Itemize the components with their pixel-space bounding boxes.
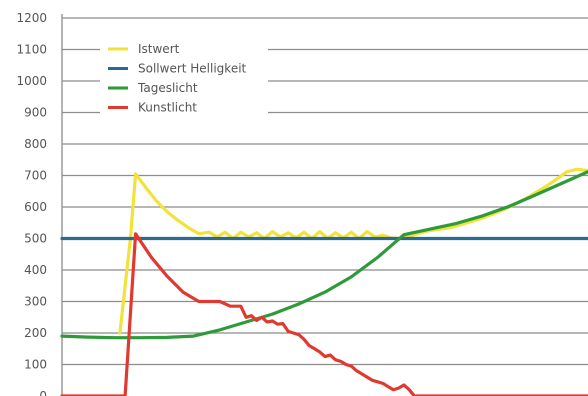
y-tick-label: 600 bbox=[24, 200, 47, 214]
y-tick-label: 500 bbox=[24, 232, 47, 246]
y-tick-label: 1200 bbox=[16, 11, 47, 25]
y-tick-label: 100 bbox=[24, 358, 47, 372]
legend-label: Kunstlicht bbox=[138, 101, 197, 115]
y-tick-label: 1100 bbox=[16, 43, 47, 57]
legend: Istwert Sollwert Helligkeit Tageslicht Kuns… bbox=[108, 42, 247, 115]
series-lines bbox=[60, 167, 588, 396]
y-axis: 0 100 200 300 400 500 600 700 800 900 1000 1100 1200 bbox=[16, 11, 63, 396]
y-tick-label: 200 bbox=[24, 326, 47, 340]
y-tick-label: 900 bbox=[24, 106, 47, 120]
series-line-istwert bbox=[118, 167, 588, 335]
y-tick-label: 300 bbox=[24, 295, 47, 309]
y-tick-label: 400 bbox=[24, 263, 47, 277]
y-tick-label: 700 bbox=[24, 169, 47, 183]
series-line-tageslicht bbox=[60, 170, 588, 340]
y-tick-label: 1000 bbox=[16, 74, 47, 88]
legend-label: Sollwert Helligkeit bbox=[138, 62, 247, 76]
legend-label: Istwert bbox=[138, 42, 180, 56]
series-line-kunstlicht bbox=[60, 232, 588, 396]
y-tick-label: 0 bbox=[39, 389, 47, 396]
y-tick-label: 800 bbox=[24, 137, 47, 151]
legend-label: Tageslicht bbox=[137, 81, 198, 95]
